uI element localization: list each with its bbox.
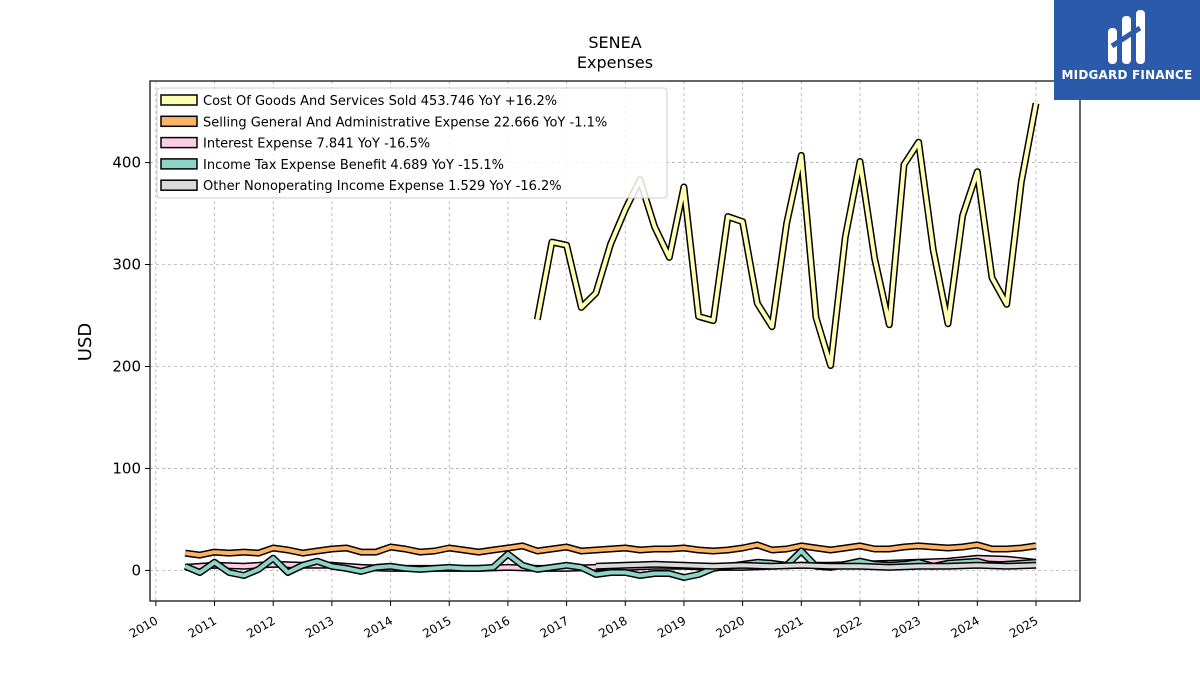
x-tick-label: 2013 xyxy=(303,613,336,640)
plot-frame xyxy=(149,80,1081,602)
x-tick-label: 2019 xyxy=(655,613,688,640)
legend-label-2: Interest Expense 7.841 YoY -16.5% xyxy=(203,137,430,152)
x-tick-label: 2022 xyxy=(831,613,864,640)
brand-name: MIDGARD FINANCE xyxy=(1061,68,1193,82)
x-tick-label: 2018 xyxy=(596,613,629,640)
chart-title: SENEA xyxy=(588,33,641,52)
brand-logo: MIDGARD FINANCE xyxy=(1054,0,1200,100)
x-tick-label: 2024 xyxy=(948,613,981,640)
legend-swatch-2 xyxy=(160,136,198,149)
series-line-1 xyxy=(184,542,1037,558)
legend: Cost Of Goods And Services Sold 453.746 … xyxy=(156,87,668,199)
x-tick-label: 2023 xyxy=(890,613,923,640)
legend-swatch-4 xyxy=(160,179,198,191)
series-line-4 xyxy=(595,562,1037,570)
legend-label-1: Selling General And Administrative Expen… xyxy=(203,115,607,130)
brand-mark-icon xyxy=(1108,10,1145,64)
x-tick-label: 2017 xyxy=(538,613,571,640)
x-tick-label: 2010 xyxy=(127,613,160,640)
legend-swatch-0 xyxy=(160,94,198,106)
legend-swatch-3 xyxy=(160,158,198,170)
y-tick-label: 400 xyxy=(112,154,141,172)
y-axis-label: USD xyxy=(75,323,96,361)
x-tick-label: 2021 xyxy=(772,613,805,640)
x-tick-label: 2016 xyxy=(479,613,512,640)
y-tick-label: 100 xyxy=(112,459,141,477)
x-tick-label: 2014 xyxy=(362,613,395,640)
series-line-0 xyxy=(535,103,1038,368)
legend-swatch-1 xyxy=(160,115,198,128)
x-tick-label: 2012 xyxy=(244,613,277,640)
x-tick-label: 2011 xyxy=(186,613,219,640)
x-tick-label: 2025 xyxy=(1007,613,1040,640)
y-tick-label: 200 xyxy=(112,357,141,375)
legend-label-4: Other Nonoperating Income Expense 1.529 … xyxy=(203,179,562,194)
legend-label-3: Income Tax Expense Benefit 4.689 YoY -15… xyxy=(203,158,504,173)
legend-label-0: Cost Of Goods And Services Sold 453.746 … xyxy=(203,94,557,109)
x-tick-label: 2015 xyxy=(420,613,453,640)
y-tick-label: 300 xyxy=(112,256,141,274)
x-tick-label: 2020 xyxy=(714,613,747,640)
chart-subtitle: Expenses xyxy=(577,53,653,72)
y-tick-label: 0 xyxy=(131,561,141,579)
legend-box xyxy=(156,87,668,199)
series-lines xyxy=(183,102,1040,581)
